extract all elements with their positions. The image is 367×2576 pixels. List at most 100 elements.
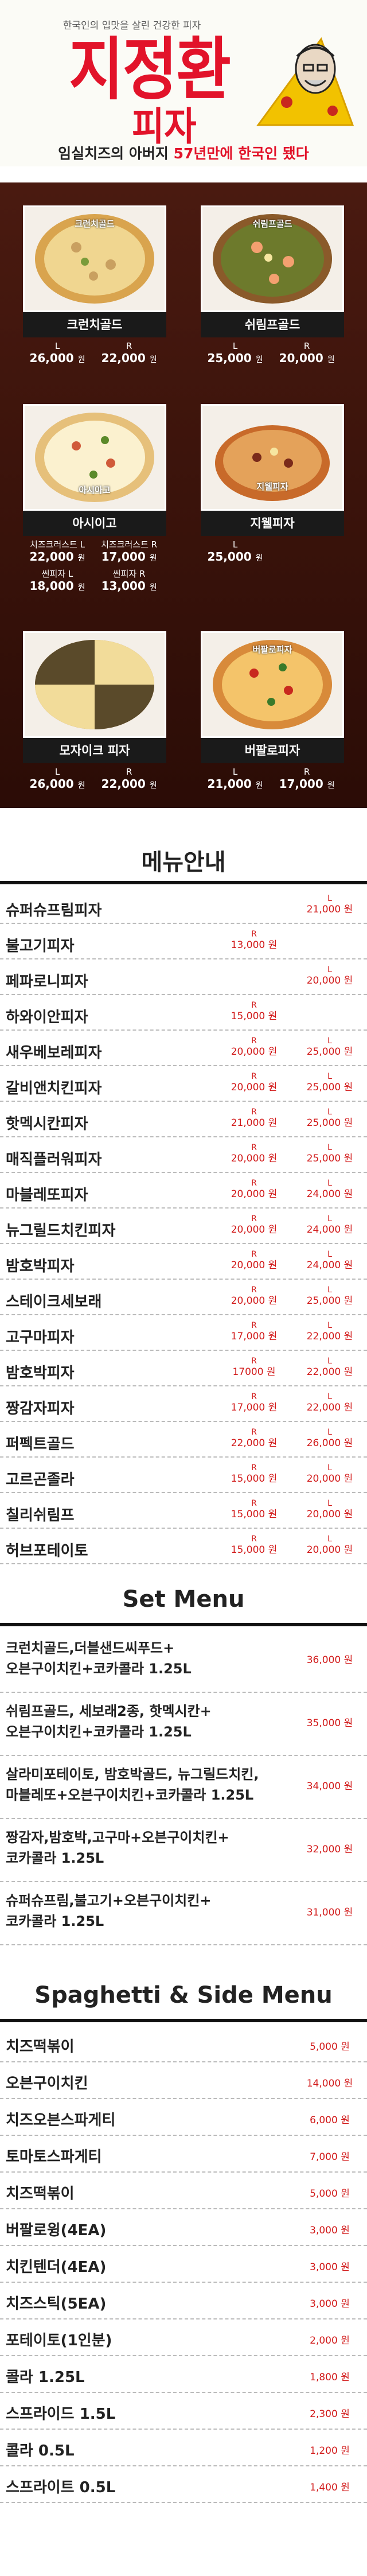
l-size-price: L 20,000 원 (298, 965, 361, 987)
pizza-prices: L 21,000 원 R 17,000 원 (201, 767, 344, 796)
set-menu-row[interactable]: 짱감자,밤호박,고구마+오븐구이치킨+ 코카콜라 1.25L 32,000 원 (0, 1819, 367, 1882)
price-size: 씬피자 L (41, 569, 73, 579)
l-size-label: L (327, 1463, 332, 1472)
side-menu-row[interactable]: 오븐구이치킨 14,000 원 (0, 2062, 367, 2099)
set-menu-name: 슈퍼슈프림,불고기+오븐구이치킨+ 코카콜라 1.25L (6, 1890, 275, 1932)
r-size-label: R (251, 1321, 257, 1330)
set-menu-row[interactable]: 살라미포테이토, 밤호박골드, 뉴그릴드치킨, 마블레또+오븐구이치킨+코카콜라 … (0, 1756, 367, 1819)
side-menu-row[interactable]: 치즈떡볶이 5,000 원 (0, 2173, 367, 2209)
side-menu-price: 2,000 원 (310, 2335, 350, 2346)
r-size-price: R 20,000 원 (222, 1250, 286, 1272)
menu-item-name: 갈비앤치킨피자 (6, 1080, 102, 1097)
side-menu-name: 스프라이트 0.5L (6, 2479, 116, 2496)
side-menu-name: 포테이토(1인분) (6, 2332, 112, 2349)
side-menu-row[interactable]: 버팔로윙(4EA) 3,000 원 (0, 2209, 367, 2246)
menu-row[interactable]: 짱감자피자 R 17,000 원 L 22,000 원 (0, 1386, 367, 1422)
menu-row[interactable]: 갈비앤치킨피자 R 20,000 원 L 25,000 원 (0, 1066, 367, 1102)
l-price: 20,000 원 (306, 1544, 353, 1556)
l-size-price: L 25,000 원 (298, 1108, 361, 1129)
price-item: R 17,000 원 (272, 767, 341, 792)
menu-row[interactable]: 밤호박피자 R 17000 원 L 22,000 원 (0, 1351, 367, 1386)
pizza-name: 지웰피자 (201, 511, 344, 536)
menu-row[interactable]: 스테이크세보래 R 20,000 원 L 25,000 원 (0, 1280, 367, 1315)
side-menu-row[interactable]: 포테이토(1인분) 2,000 원 (0, 2319, 367, 2356)
l-size-label: L (327, 1108, 332, 1117)
menu-row[interactable]: 새우베보레피자 R 20,000 원 L 25,000 원 (0, 1031, 367, 1066)
pizza-card[interactable]: 크런치골드 크런치골드 L 26,000 원 R 22,000 원 (23, 205, 166, 370)
side-menu-price: 5,000 원 (310, 2041, 350, 2053)
menu-row[interactable]: 허브포테이토 R 15,000 원 L 20,000 원 (0, 1529, 367, 1564)
menu-row[interactable]: 매직플러워피자 R 20,000 원 L 25,000 원 (0, 1137, 367, 1173)
side-menu-row[interactable]: 치즈떡볶이 5,000 원 (0, 2026, 367, 2062)
side-menu-name: 토마토스파게티 (6, 2148, 102, 2166)
side-menu-name: 치즈떡볶이 (6, 2185, 75, 2202)
r-price: 20,000 원 (231, 1224, 278, 1235)
menu-item-name: 뉴그릴드치킨피자 (6, 1222, 116, 1240)
founder-portrait-logo (256, 37, 354, 126)
menu-row[interactable]: 핫멕시칸피자 R 21,000 원 L 25,000 원 (0, 1102, 367, 1137)
r-size-price: R 20,000 원 (222, 1143, 286, 1165)
menu-row[interactable]: 뉴그릴드치킨피자 R 20,000 원 L 24,000 원 (0, 1209, 367, 1244)
price-size: R (303, 767, 310, 777)
menu-item-name: 고구마피자 (6, 1329, 75, 1346)
pizza-card[interactable]: 지웰피자 지웰피자 L 25,000 원 (201, 404, 344, 569)
price-size: L (54, 767, 60, 777)
set-menu-row[interactable]: 쉬림프골드, 세보래2종, 핫멕시칸+ 오븐구이치킨+코카콜라 1.25L 35,0… (0, 1693, 367, 1756)
r-size-label: R (251, 1428, 257, 1437)
side-menu-row[interactable]: 치즈스틱(5EA) 3,000 원 (0, 2283, 367, 2319)
l-price: 24,000 원 (306, 1188, 353, 1200)
pizza-photo: 쉬림프골드 (201, 205, 344, 312)
r-size-label: R (251, 1001, 257, 1010)
set-menu-row[interactable]: 크런치골드,더블샌드씨푸드+ 오븐구이치킨+코카콜라 1.25L 36,000 원 (0, 1630, 367, 1693)
r-size-price: R 15,000 원 (222, 1001, 286, 1023)
menu-row[interactable]: 슈퍼슈프림피자 L 21,000 원 (0, 888, 367, 924)
r-size-label: R (251, 1108, 257, 1117)
set-menu-row[interactable]: 슈퍼슈프림,불고기+오븐구이치킨+ 코카콜라 1.25L 31,000 원 (0, 1882, 367, 1945)
l-size-price: L 24,000 원 (298, 1179, 361, 1200)
side-menu-row[interactable]: 치킨텐더(4EA) 3,000 원 (0, 2246, 367, 2283)
menu-row[interactable]: 하와이안피자 R 15,000 원 (0, 995, 367, 1031)
side-menu-row[interactable]: 스프라이트 0.5L 1,400 원 (0, 2466, 367, 2503)
r-size-price: R 21,000 원 (222, 1108, 286, 1129)
menu-row[interactable]: 페파로니피자 L 20,000 원 (0, 959, 367, 995)
r-price: 20,000 원 (231, 1153, 278, 1164)
pizza-card[interactable]: 버팔로피자 버팔로피자 L 21,000 원 R 17,000 원 (201, 631, 344, 796)
menu-row[interactable]: 밤호박피자 R 20,000 원 L 24,000 원 (0, 1244, 367, 1280)
side-menu-row[interactable]: 콜라 0.5L 1,200 원 (0, 2430, 367, 2466)
price-item: 씬피자 R 13,000 원 (95, 569, 163, 595)
price-size: L (232, 341, 238, 351)
side-menu-row[interactable]: 토마토스파게티 7,000 원 (0, 2136, 367, 2173)
pizza-card[interactable]: 아시아고 아시이고 치즈크러스트 L 22,000 원 치즈크러스트 R 17,00… (23, 404, 166, 598)
r-size-price: R 22,000 원 (222, 1428, 286, 1450)
menu-row[interactable]: 마블레또피자 R 20,000 원 L 24,000 원 (0, 1173, 367, 1209)
side-menu-row[interactable]: 콜라 1.25L 1,800 원 (0, 2356, 367, 2393)
l-price: 25,000 원 (306, 1153, 353, 1164)
l-size-label: L (327, 1179, 332, 1188)
l-size-label: L (327, 1285, 332, 1295)
menu-row[interactable]: 칠리쉬림프 R 15,000 원 L 20,000 원 (0, 1493, 367, 1529)
menu-item-name: 새우베보레피자 (6, 1044, 102, 1062)
menu-row[interactable]: 퍼펙트골드 R 22,000 원 L 26,000 원 (0, 1422, 367, 1458)
section-divider (0, 2019, 367, 2022)
pizza-name: 버팔로피자 (201, 738, 344, 763)
side-menu-row[interactable]: 치즈오븐스파게티 6,000 원 (0, 2099, 367, 2136)
pizza-card[interactable]: 모자이크 피자 L 26,000 원 R 22,000 원 (23, 631, 166, 796)
side-menu-row[interactable]: 스프라이드 1.5L 2,300 원 (0, 2393, 367, 2430)
price-item: L 21,000 원 (201, 767, 270, 792)
side-menu-price: 3,000 원 (310, 2225, 350, 2236)
l-size-price: L 24,000 원 (298, 1250, 361, 1272)
side-menu-price: 14,000 원 (306, 2078, 353, 2089)
side-menu-price: 2,300 원 (310, 2408, 350, 2420)
pizza-photo (23, 631, 166, 738)
l-size-label: L (327, 1143, 332, 1152)
menu-item-name: 밤호박피자 (6, 1258, 75, 1275)
r-size-price: R 15,000 원 (222, 1463, 286, 1485)
r-size-label: R (251, 1072, 257, 1081)
menu-row[interactable]: 불고기피자 R 13,000 원 (0, 924, 367, 959)
menu-row[interactable]: 고구마피자 R 17,000 원 L 22,000 원 (0, 1315, 367, 1351)
pizza-card[interactable]: 쉬림프골드 쉬림프골드 L 25,000 원 R 20,000 원 (201, 205, 344, 370)
menu-row[interactable]: 고르곤졸라 R 15,000 원 L 20,000 원 (0, 1458, 367, 1493)
price-value: 20,000 원 (279, 351, 335, 365)
side-menu-name: 치킨텐더(4EA) (6, 2259, 107, 2276)
menu-item-name: 고르곤졸라 (6, 1471, 75, 1489)
